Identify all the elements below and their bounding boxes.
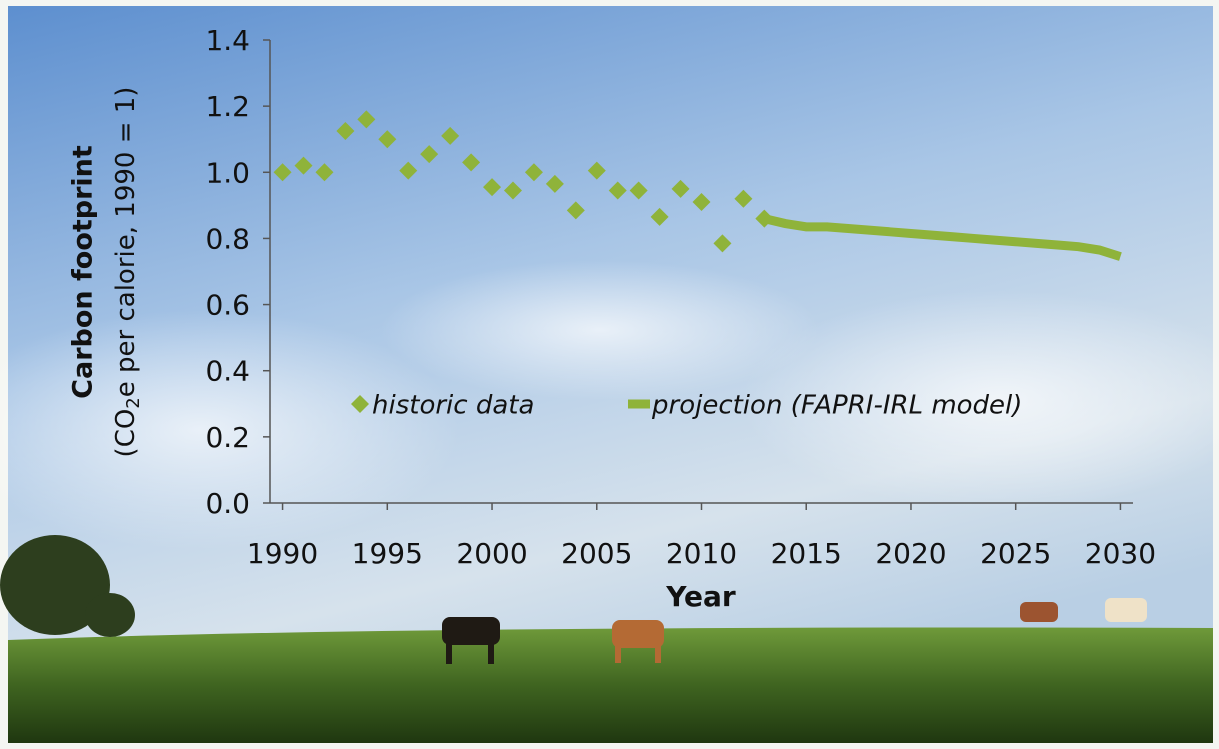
data-point [650,207,669,226]
y-tick-label: 0.8 [205,222,250,255]
legend-label: historic data [372,391,534,421]
x-tick-label: 2005 [561,537,632,570]
data-point [357,110,376,129]
data-point [692,193,711,212]
data-point [462,153,481,172]
legend-label: projection (FAPRI-IRL model) [651,391,1022,421]
data-point [441,126,460,145]
y-tick-label: 0.6 [205,289,250,322]
x-tick-label: 2025 [980,537,1051,570]
y-tick-label: 1.4 [205,24,250,57]
data-point [503,181,522,200]
data-point [315,163,334,182]
data-point [545,174,564,193]
data-point [629,181,648,200]
data-point [294,156,313,175]
x-tick-label: 1990 [247,537,318,570]
data-point [420,145,439,164]
y-axis-title: Carbon footprint [68,145,99,399]
grass [8,627,1213,743]
data-point [483,178,502,197]
y-axis-subtitle-part: (CO [111,409,141,458]
cows [442,598,1147,664]
y-tick-label: 0.2 [205,421,250,454]
legend-marker [351,395,369,413]
x-tick-label: 1995 [352,537,423,570]
x-axis-title: Year [665,580,736,613]
y-axis-subtitle-part: e per calorie, 1990 = 1) [111,87,141,398]
y-axis-subtitle: (CO2e per calorie, 1990 = 1) [111,87,145,458]
data-point [608,181,627,200]
data-point [587,161,606,180]
y-tick-label: 0.4 [205,355,250,388]
data-point [734,189,753,208]
tree [0,535,135,637]
data-point [378,130,397,149]
cloud [0,310,460,550]
x-tick-label: 2020 [875,537,946,570]
x-tick-label: 2000 [456,537,527,570]
x-tick-label: 2030 [1085,537,1156,570]
y-tick-label: 0.0 [205,487,250,520]
x-tick-label: 2015 [771,537,842,570]
data-line [763,214,1122,261]
cloud [380,260,820,400]
y-tick-label: 1.0 [205,156,250,189]
x-tick-label: 2010 [666,537,737,570]
cloud [740,290,1219,510]
y-axis-subtitle-sub: 2 [123,397,144,408]
data-point [336,121,355,140]
data-point [524,163,543,182]
data-point [566,201,585,220]
data-point [671,179,690,198]
y-tick-label: 1.2 [205,90,250,123]
data-point [273,163,292,182]
data-point [399,161,418,180]
data-point [713,234,732,253]
